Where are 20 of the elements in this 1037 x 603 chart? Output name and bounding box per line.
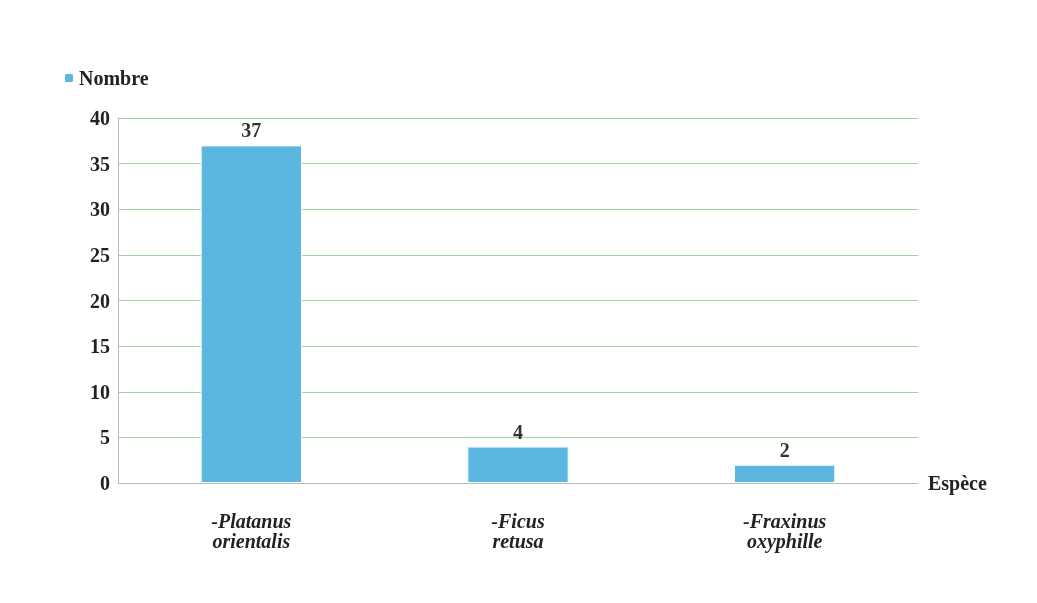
x-tick-label: -Fraxinus oxyphille bbox=[742, 510, 827, 553]
data-label: 2 bbox=[779, 438, 790, 461]
y-tick-label: 20 bbox=[90, 289, 110, 312]
y-tick-label: 35 bbox=[90, 152, 110, 175]
y-tick-label: 5 bbox=[100, 426, 110, 449]
bar bbox=[200, 145, 302, 483]
data-label: 37 bbox=[241, 119, 262, 142]
x-axis-title: Espèce bbox=[928, 472, 987, 495]
y-tick-label: 30 bbox=[90, 198, 110, 221]
data-label: 4 bbox=[513, 420, 523, 443]
y-tick-label: 10 bbox=[90, 380, 110, 403]
bar bbox=[467, 446, 569, 483]
y-tick-label: 15 bbox=[90, 335, 110, 358]
bar bbox=[734, 464, 836, 483]
x-tick-label: -Platanus orientalis bbox=[211, 510, 292, 552]
y-tick-label: 40 bbox=[90, 107, 110, 129]
x-tick-label: -Ficus retusa bbox=[491, 510, 545, 552]
y-tick-label: 25 bbox=[90, 243, 110, 266]
y-tick-label: 0 bbox=[100, 472, 110, 494]
legend-label: Nombre bbox=[79, 67, 149, 89]
